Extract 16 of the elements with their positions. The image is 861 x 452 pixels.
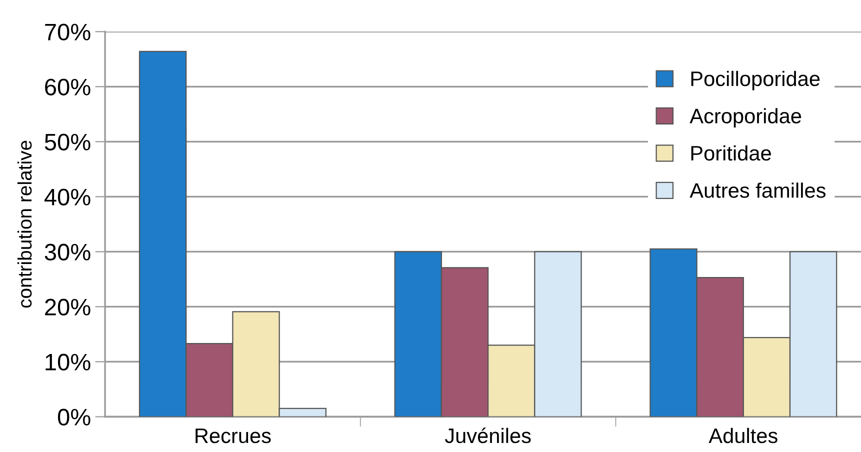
legend-label: Poritidae <box>691 145 771 161</box>
legend-label: Pocilloporidae <box>691 70 820 90</box>
y-axis-title: contribution relative <box>17 140 32 308</box>
y-tick-label: 0% <box>58 408 90 426</box>
y-tick-label: 10% <box>46 354 90 371</box>
x-tick-label: Recrues <box>196 428 271 444</box>
y-tick-label: 40% <box>44 188 90 206</box>
y-tick-label: 30% <box>44 244 90 260</box>
y-tick-label: 60% <box>45 78 90 96</box>
y-tick-label: 20% <box>45 298 90 316</box>
y-tick-label: 50% <box>44 134 90 150</box>
legend-label: Acroporidae <box>690 108 802 128</box>
legend-label: Autres familles <box>690 182 826 198</box>
x-tick-label: Juvéniles <box>444 428 531 444</box>
x-tick-label: Adultes <box>708 428 778 444</box>
y-tick-label: 70% <box>45 24 90 40</box>
